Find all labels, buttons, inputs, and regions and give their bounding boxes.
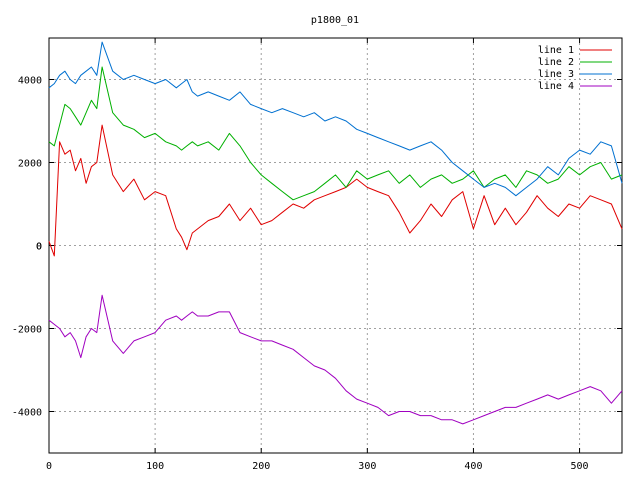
legend-label: line 1 [538,45,574,56]
y-tick-label: 0 [36,242,42,253]
legend-label: line 4 [538,81,574,92]
legend-label: line 3 [538,69,574,80]
chart-title: p1800_01 [311,15,359,26]
x-tick-label: 500 [571,461,589,472]
series-line-2 [48,66,623,201]
x-tick-label: 0 [46,461,52,472]
x-tick-label: 200 [252,461,270,472]
y-tick-label: 0 [36,242,42,253]
y-tick-label: -2000 [12,325,42,336]
x-tick-label: 300 [358,461,376,472]
y-tick-label: -4000 [12,408,42,419]
series-group [48,41,623,425]
x-axis: 0 100 200 300 400 500 [46,38,589,472]
series-line-3 [48,41,623,197]
series-line-1 [48,124,623,257]
legend-label: line 2 [538,57,574,68]
grid-lines [49,38,622,453]
x-tick-label: 400 [464,461,482,472]
y-tick-label: 2000 [18,159,42,170]
y-tick-label: 4000 [18,76,42,87]
series-line-4 [48,294,623,425]
x-tick-label: 100 [146,461,164,472]
